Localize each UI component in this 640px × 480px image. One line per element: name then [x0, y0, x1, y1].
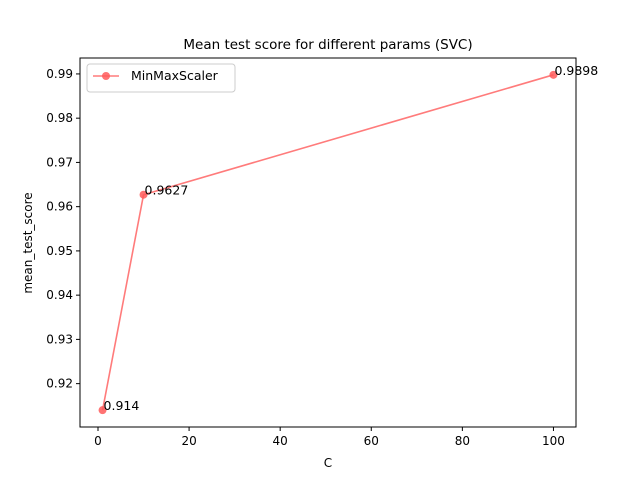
legend-box: [86, 63, 236, 93]
y-tick-label: 0.94: [46, 288, 73, 302]
y-tick-label: 0.99: [46, 67, 73, 81]
y-tick-label: 0.93: [46, 332, 73, 346]
data-point: [98, 406, 107, 415]
data-point: [139, 190, 148, 199]
legend: MinMaxScaler: [86, 63, 236, 93]
x-tick-label: 100: [542, 434, 565, 448]
data-point: [549, 70, 558, 79]
x-tick-label: 20: [181, 434, 196, 448]
chart-title: Mean test score for different params (SV…: [183, 37, 472, 53]
y-tick-label: 0.92: [46, 377, 73, 391]
y-tick-label: 0.96: [46, 200, 73, 214]
legend-point-marker: [102, 72, 110, 80]
y-tick-label: 0.97: [46, 155, 73, 169]
data-label: 0.914: [104, 398, 140, 413]
y-axis-label: mean_test_score: [21, 192, 35, 293]
x-axis: 0 20 40 60 80 100: [94, 427, 565, 448]
y-axis: 0.92 0.93 0.94 0.95 0.96 0.97 0.98 0.99: [46, 67, 80, 391]
y-tick-label: 0.98: [46, 111, 73, 125]
data-label: 0.9627: [145, 183, 189, 198]
x-axis-label: C: [324, 456, 332, 470]
x-tick-label: 80: [455, 434, 470, 448]
x-tick-label: 0: [94, 434, 102, 448]
axes-frame: [79, 57, 577, 428]
y-tick-label: 0.95: [46, 244, 73, 258]
legend-entry-minmaxscaler: MinMaxScaler: [131, 68, 219, 83]
x-tick-label: 40: [273, 434, 288, 448]
x-tick-label: 60: [364, 434, 379, 448]
